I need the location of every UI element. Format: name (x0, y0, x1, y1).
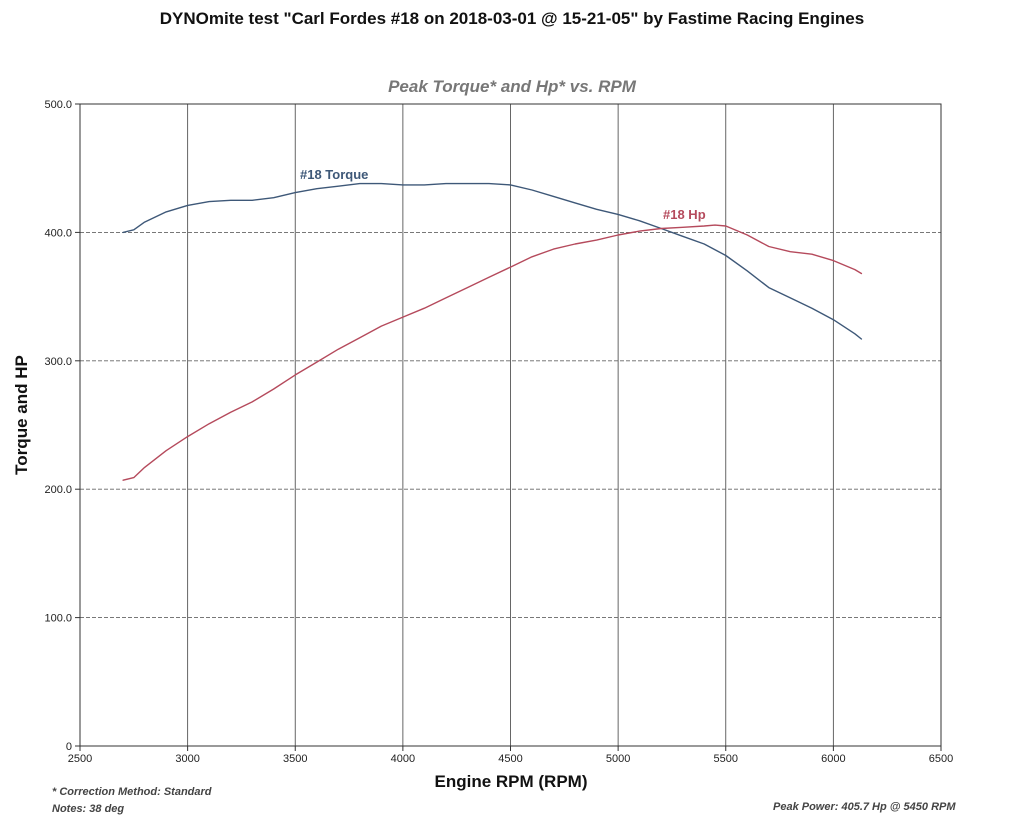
y-tick-label: 500.0 (44, 99, 72, 111)
x-tick-label: 2500 (68, 753, 92, 765)
y-tick-label: 300.0 (44, 356, 72, 368)
y-tick-label: 0 (66, 741, 72, 753)
y-tick-label: 100.0 (44, 613, 72, 625)
hp-series-label: #18 Hp (663, 207, 706, 222)
y-axis-label: Torque and HP (12, 355, 31, 475)
chart-subtitle: Peak Torque* and Hp* vs. RPM (388, 77, 636, 96)
x-tick-label: 4500 (498, 753, 522, 765)
x-axis-label: Engine RPM (RPM) (435, 772, 588, 791)
hp-series-line (122, 224, 863, 481)
torque-series-label: #18 Torque (300, 167, 368, 182)
grid-layer (80, 104, 941, 746)
correction-method-note: * Correction Method: Standard (52, 786, 212, 798)
y-tick-label: 200.0 (44, 484, 72, 496)
x-tick-label: 3500 (283, 753, 307, 765)
x-tick-label: 3000 (175, 753, 199, 765)
x-tick-label: 6500 (929, 753, 953, 765)
y-tick-label: 400.0 (44, 227, 72, 239)
dyno-test-title: DYNOmite test "Carl Fordes #18 on 2018-0… (159, 9, 865, 28)
x-tick-label: 6000 (821, 753, 845, 765)
notes-text: Notes: 38 deg (52, 803, 125, 815)
peak-power-text: Peak Power: 405.7 Hp @ 5450 RPM (773, 801, 956, 813)
series-layer: #18 Torque #18 Hp (122, 167, 863, 481)
x-tick-label: 5500 (714, 753, 738, 765)
x-tick-label: 5000 (606, 753, 630, 765)
torque-series-line (122, 182, 863, 340)
x-tick-label: 4000 (391, 753, 415, 765)
tick-layer: 2500 3000 3500 4000 4500 5000 5500 6000 6500 0 100… (44, 99, 953, 765)
